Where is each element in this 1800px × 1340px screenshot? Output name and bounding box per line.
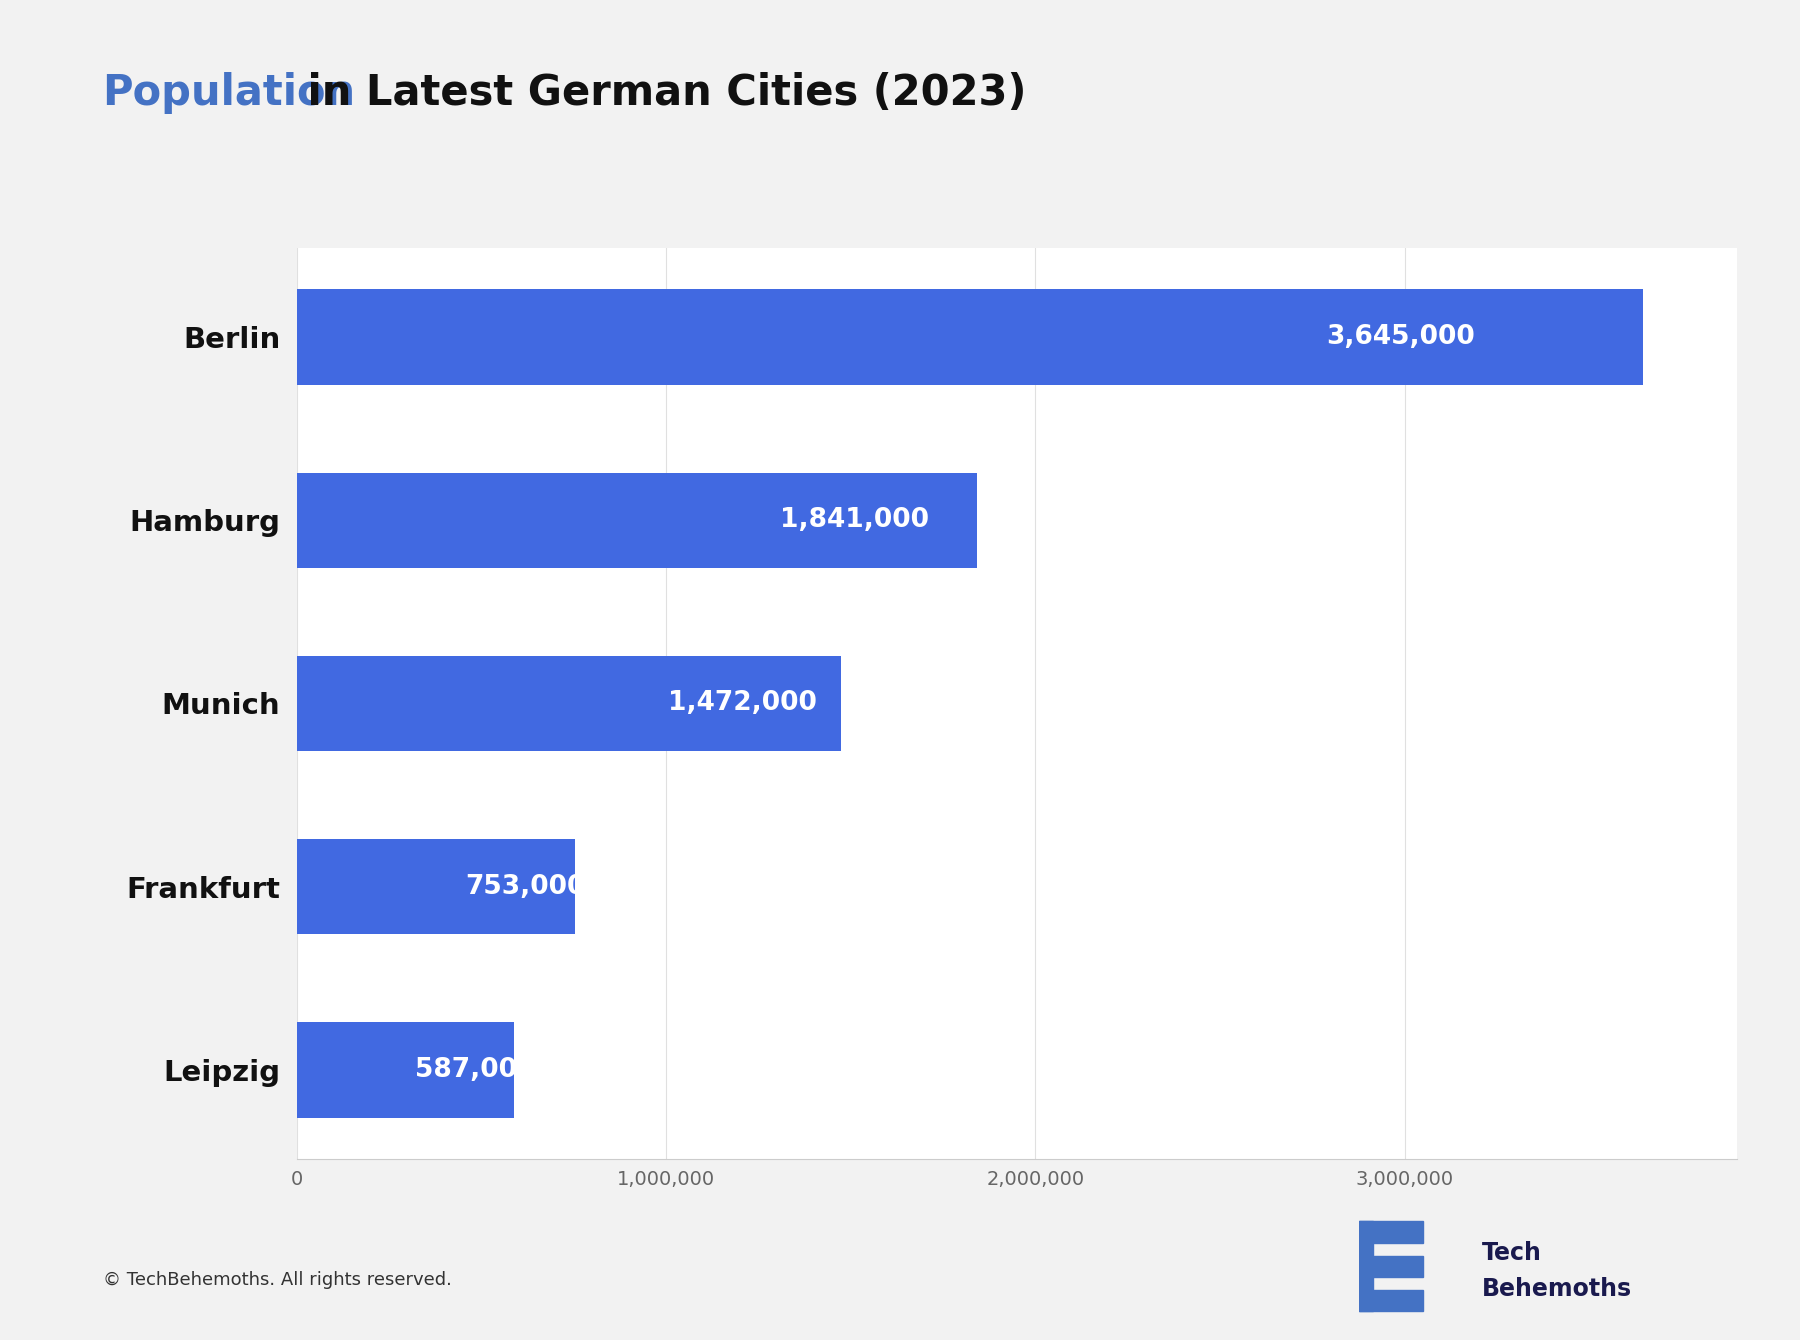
Text: Behemoths: Behemoths: [1481, 1277, 1631, 1301]
Text: Tech: Tech: [1481, 1241, 1541, 1265]
Bar: [297, 839, 574, 934]
Text: 3,645,000: 3,645,000: [1327, 324, 1474, 350]
Text: in Latest German Cities (2023): in Latest German Cities (2023): [293, 72, 1026, 114]
Text: Population: Population: [103, 72, 356, 114]
Text: 1,841,000: 1,841,000: [779, 508, 929, 533]
Bar: [297, 655, 841, 752]
Bar: [1359, 1221, 1424, 1242]
Text: 587,000: 587,000: [414, 1057, 535, 1083]
Bar: [1359, 1221, 1373, 1312]
Text: © TechBehemoths. All rights reserved.: © TechBehemoths. All rights reserved.: [103, 1270, 452, 1289]
Bar: [297, 473, 977, 568]
Bar: [1359, 1256, 1424, 1277]
Bar: [297, 289, 1643, 385]
Bar: [297, 1022, 513, 1118]
Text: 753,000: 753,000: [464, 874, 585, 899]
Bar: [1359, 1290, 1424, 1312]
Text: 1,472,000: 1,472,000: [668, 690, 817, 717]
